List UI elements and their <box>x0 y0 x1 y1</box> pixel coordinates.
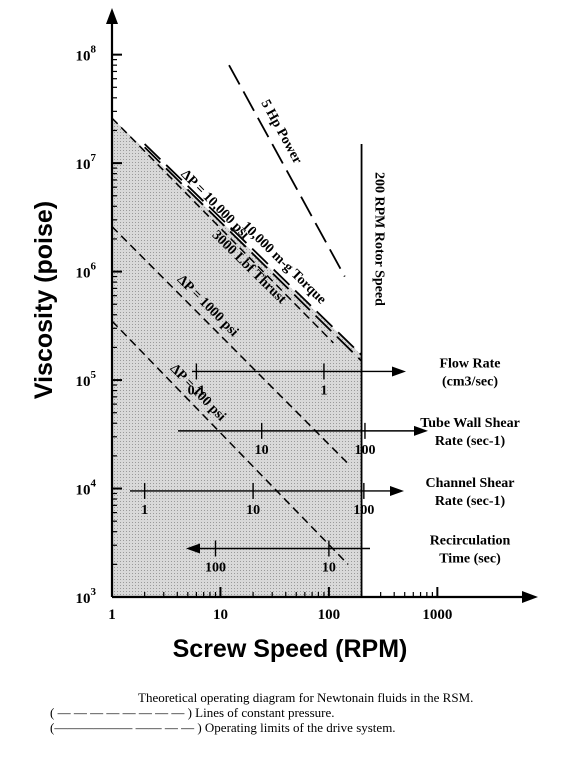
series-label-6: 200 RPM Rotor Speed <box>372 172 387 306</box>
scale-tick-label: 10 <box>255 443 269 458</box>
series-line-2 <box>111 320 349 565</box>
y-tick-label: 106 <box>76 261 97 282</box>
y-tick-label: 108 <box>76 44 97 65</box>
scale-title-0-0: Flow Rate <box>439 356 500 371</box>
scale-tick-label: 0.1 <box>188 383 206 398</box>
series-line-5 <box>228 64 346 277</box>
x-axis-title: Screw Speed (RPM) <box>173 635 408 663</box>
series-line-4 <box>144 146 363 362</box>
y-tick-label: 107 <box>76 152 97 173</box>
scale-title-2-0: Channel Shear <box>425 476 514 491</box>
scale-arrow-3 <box>186 543 200 554</box>
chart: 1 10 100 1000 103 104 105 106 107 108 Screw Speed … <box>30 8 538 663</box>
legend-symbol-limits: (—————— —— — — ) <box>50 720 202 735</box>
scale-tick-label: 10 <box>322 560 336 575</box>
legend-text-limits: Operating limits of the drive system. <box>204 720 396 735</box>
scale-title-1-1: Rate (sec-1) <box>435 434 506 449</box>
x-tick-label: 100 <box>318 607 341 623</box>
scale-title-2-1: Rate (sec-1) <box>435 494 506 509</box>
legend-text-pressure: Lines of constant pressure. <box>195 705 335 720</box>
y-tick-label: 104 <box>76 478 97 499</box>
scale-title-0-1: (cm3/sec) <box>442 374 498 389</box>
scale-tick-label: 100 <box>354 443 375 458</box>
y-axis-title: Viscosity (poise) <box>30 201 58 399</box>
scale-arrow-0 <box>392 366 406 377</box>
caption-title: Theoretical operating diagram for Newton… <box>138 690 474 705</box>
scale-tick-label: 100 <box>353 503 374 518</box>
scale-tick-label: 1 <box>320 383 327 398</box>
y-axis-arrowhead <box>106 8 118 24</box>
x-tick-label: 10 <box>213 607 228 623</box>
caption-legend-pressure: ( — — — — — — — — ) Lines of constant pr… <box>50 705 570 720</box>
x-tick-label: 1 <box>108 607 116 623</box>
scale-tick-label: 100 <box>205 560 226 575</box>
series-label-5: 5 Hp Power <box>257 97 304 166</box>
scale-title-1-0: Tube Wall Shear <box>420 416 520 431</box>
caption-legend-limits: (—————— —— — — ) Operating limits of the… <box>50 720 570 735</box>
y-tick-label: 103 <box>76 586 97 607</box>
series-line-1 <box>111 226 349 465</box>
scale-arrow-2 <box>390 485 404 496</box>
x-tick-label: 1000 <box>422 607 452 623</box>
scale-title-3-1: Time (sec) <box>439 551 501 566</box>
operating-region <box>112 118 362 597</box>
x-axis-arrowhead <box>522 591 538 603</box>
series-line-3 <box>144 143 363 356</box>
y-tick-label: 105 <box>76 369 97 390</box>
scale-title-3-0: Recirculation <box>430 533 511 548</box>
scale-tick-label: 1 <box>141 503 148 518</box>
scale-arrow-1 <box>414 425 428 436</box>
legend-symbol-dashed: ( — — — — — — — — ) <box>50 705 192 720</box>
caption: Theoretical operating diagram for Newton… <box>50 690 570 735</box>
scale-tick-label: 10 <box>246 503 260 518</box>
series-line-0 <box>111 117 334 344</box>
